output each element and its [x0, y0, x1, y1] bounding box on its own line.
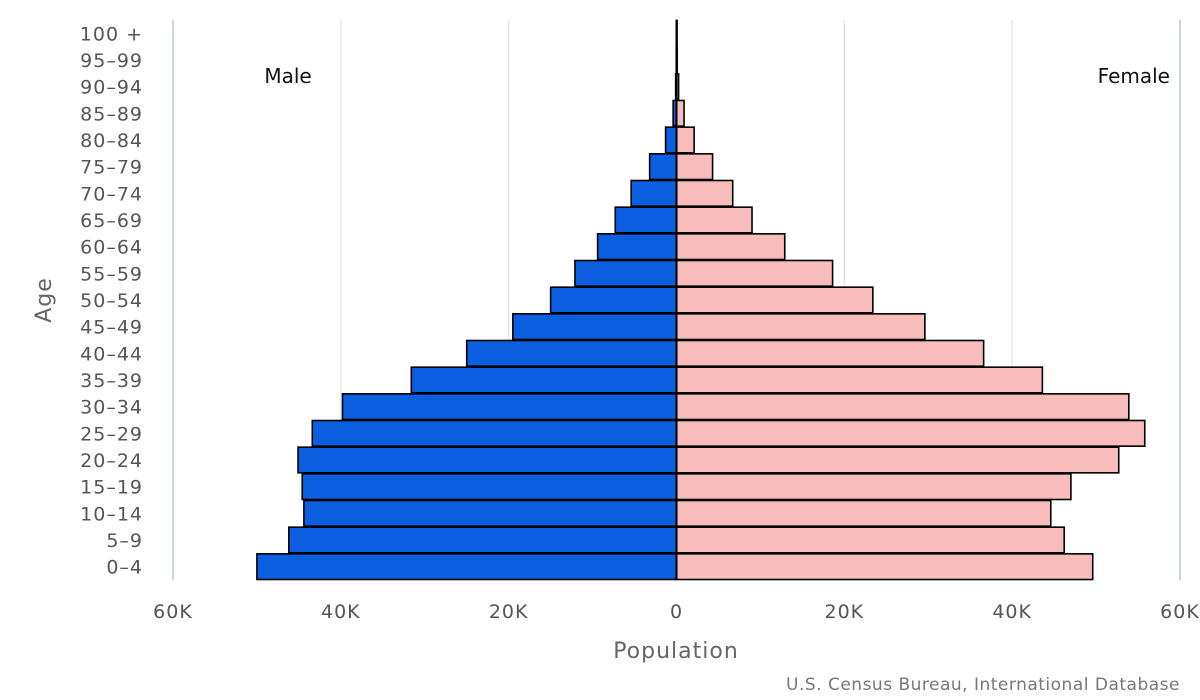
bar-male-0-4[interactable]: [256, 553, 678, 581]
bar-female-60-64[interactable]: [675, 233, 786, 261]
y-tick-25-29: 25–29: [80, 423, 143, 445]
bar-male-75-79[interactable]: [648, 153, 678, 181]
y-tick-70-74: 70–74: [80, 183, 143, 205]
bar-female-25-29[interactable]: [675, 419, 1146, 447]
bar-female-85-89[interactable]: [675, 99, 685, 127]
bar-female-80-84[interactable]: [675, 126, 695, 154]
bar-female-15-19[interactable]: [675, 473, 1072, 501]
bar-male-55-59[interactable]: [574, 259, 678, 287]
bar-male-40-44[interactable]: [465, 339, 678, 367]
bar-female-30-34[interactable]: [675, 393, 1130, 421]
bar-female-20-24[interactable]: [675, 446, 1120, 474]
x-tick-6: 60K: [1160, 601, 1200, 623]
y-tick-40-44: 40–44: [80, 343, 143, 365]
bar-male-5-9[interactable]: [288, 526, 678, 554]
bar-female-65-69[interactable]: [675, 206, 753, 234]
source-credit: U.S. Census Bureau, International Databa…: [786, 675, 1180, 695]
y-tick-75-79: 75–79: [80, 157, 143, 179]
x-tick-3: 0: [670, 601, 683, 623]
bar-female-55-59[interactable]: [675, 259, 834, 287]
x-tick-0: 60K: [153, 601, 193, 623]
x-tick-5: 40K: [992, 601, 1032, 623]
bar-female-10-14[interactable]: [675, 499, 1052, 527]
y-tick-65-69: 65–69: [80, 210, 143, 232]
bar-male-25-29[interactable]: [311, 419, 678, 447]
bars: [256, 19, 1146, 581]
bar-female-50-54[interactable]: [675, 286, 874, 314]
y-tick-10-14: 10–14: [80, 503, 143, 525]
bar-male-35-39[interactable]: [410, 366, 678, 394]
bar-female-35-39[interactable]: [675, 366, 1044, 394]
y-axis-ticks: 0–4 5–9 10–14 15–19 20–24 25–29 30–34 35–39 40–4…: [80, 23, 143, 579]
y-tick-20-24: 20–24: [80, 450, 143, 472]
female-side-label: Female: [1098, 64, 1170, 88]
bar-female-0-4[interactable]: [675, 553, 1094, 581]
bar-male-20-24[interactable]: [297, 446, 678, 474]
bar-male-80-84[interactable]: [664, 126, 678, 154]
bar-male-15-19[interactable]: [301, 473, 678, 501]
bar-male-50-54[interactable]: [549, 286, 678, 314]
y-tick-55-59: 55–59: [80, 263, 143, 285]
y-tick-60-64: 60–64: [80, 237, 143, 259]
y-tick-80-84: 80–84: [80, 130, 143, 152]
bar-female-70-74[interactable]: [675, 179, 734, 207]
x-tick-2: 20K: [489, 601, 529, 623]
bar-male-60-64[interactable]: [596, 233, 678, 261]
y-axis-title: Age: [32, 277, 57, 323]
y-tick-15-19: 15–19: [80, 477, 143, 499]
y-tick-95-99: 95–99: [80, 50, 143, 72]
x-axis-title: Population: [613, 639, 739, 664]
bar-female-75-79[interactable]: [675, 153, 714, 181]
x-tick-1: 40K: [321, 601, 361, 623]
x-axis-ticks: 60K 40K 20K 0 20K 40K 60K: [153, 601, 1200, 623]
bar-female-40-44[interactable]: [675, 339, 985, 367]
y-tick-85-89: 85–89: [80, 103, 143, 125]
bar-male-30-34[interactable]: [341, 393, 678, 421]
bar-female-45-49[interactable]: [675, 313, 926, 341]
y-tick-100-plus: 100 +: [80, 23, 143, 45]
bar-male-70-74[interactable]: [630, 179, 678, 207]
y-tick-50-54: 50–54: [80, 290, 143, 312]
y-tick-30-34: 30–34: [80, 397, 143, 419]
y-tick-45-49: 45–49: [80, 317, 143, 339]
bar-male-45-49[interactable]: [512, 313, 678, 341]
bar-male-10-14[interactable]: [303, 499, 678, 527]
bar-male-65-69[interactable]: [614, 206, 678, 234]
y-tick-35-39: 35–39: [80, 370, 143, 392]
y-tick-0-4: 0–4: [106, 557, 143, 579]
y-tick-5-9: 5–9: [106, 530, 143, 552]
male-side-label: Male: [264, 64, 311, 88]
x-tick-4: 20K: [825, 601, 865, 623]
y-tick-90-94: 90–94: [80, 77, 143, 99]
bar-female-5-9[interactable]: [675, 526, 1065, 554]
